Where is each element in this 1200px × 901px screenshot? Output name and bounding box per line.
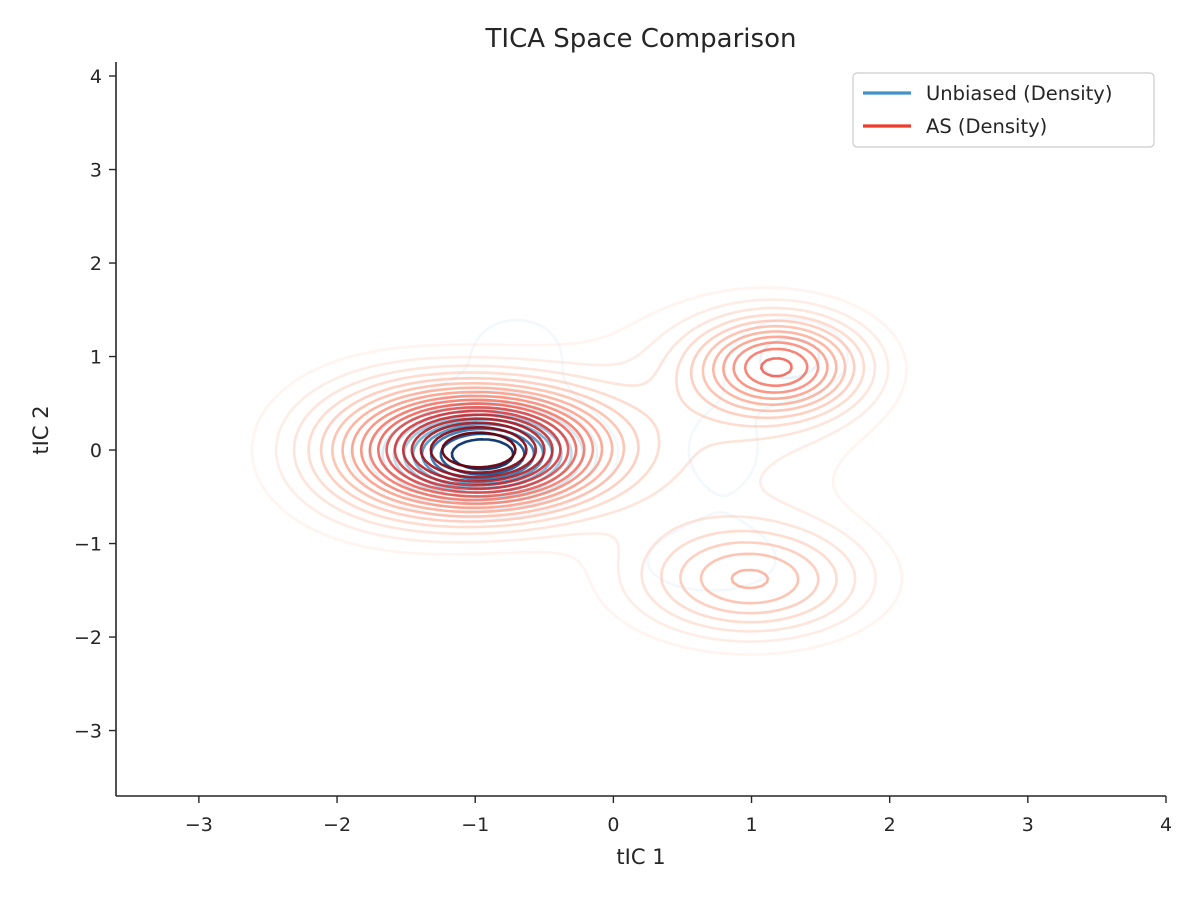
contour-line — [319, 319, 856, 615]
contour-line — [250, 286, 908, 656]
y-tick-label: 1 — [90, 347, 102, 369]
y-tick-label: −3 — [74, 721, 102, 743]
y-axis-label: tIC 2 — [29, 405, 53, 454]
chart-title: TICA Space Comparison — [485, 24, 797, 54]
contour-line — [292, 306, 877, 633]
contour-line — [410, 417, 546, 483]
x-tick-label: −1 — [461, 814, 489, 836]
contour-line — [377, 357, 793, 498]
legend-label: AS (Density) — [926, 115, 1047, 138]
x-tick-label: 0 — [607, 814, 619, 836]
axes: −3 −2 −1 0 1 2 3 4 −3 −2 −1 0 1 2 3 4 — [74, 62, 1172, 836]
contour-line — [274, 298, 890, 643]
contour-layer — [250, 286, 908, 656]
contour-line — [429, 426, 528, 474]
contour-line — [368, 347, 809, 502]
legend-box — [852, 72, 1155, 148]
legend: Unbiased (Density) AS (Density) — [852, 72, 1155, 148]
x-tick-label: 1 — [745, 814, 757, 836]
contour-series-as — [250, 286, 908, 656]
legend-label: Unbiased (Density) — [926, 82, 1112, 105]
y-tick-label: 2 — [90, 253, 102, 275]
contour-line — [331, 324, 847, 605]
contour-line — [441, 431, 517, 469]
contour-line — [307, 313, 866, 624]
contour-line — [385, 406, 570, 494]
x-tick-label: −2 — [323, 814, 351, 836]
contour-line — [419, 421, 538, 479]
y-tick-label: 0 — [90, 440, 102, 462]
contour-line — [359, 341, 820, 506]
y-tick-label: 3 — [90, 160, 102, 182]
x-tick-label: −3 — [185, 814, 213, 836]
x-tick-label: 4 — [1160, 814, 1172, 836]
contour-line — [341, 330, 838, 590]
contour-line — [350, 335, 829, 509]
contour-line — [401, 413, 554, 487]
x-tick-label: 3 — [1022, 814, 1034, 836]
x-tick-label: 2 — [884, 814, 896, 836]
contour-line — [393, 409, 562, 491]
y-tick-label: 4 — [90, 66, 102, 88]
y-tick-label: −2 — [74, 627, 102, 649]
y-tick-label: −1 — [74, 534, 102, 556]
x-axis-label: tIC 1 — [616, 845, 665, 869]
